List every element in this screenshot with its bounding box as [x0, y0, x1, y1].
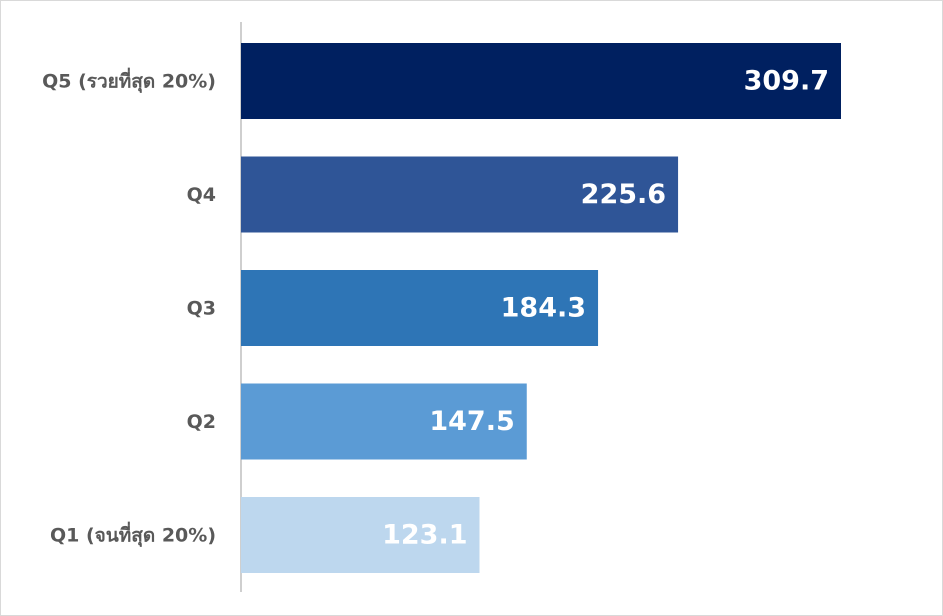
value-label: 147.5: [429, 406, 514, 437]
category-label: Q2: [187, 411, 216, 433]
bar: [241, 497, 480, 573]
value-label: 225.6: [581, 179, 666, 210]
category-label: Q3: [187, 298, 216, 320]
category-label: Q1 (จนที่สุด 20%): [50, 522, 216, 548]
value-label: 123.1: [382, 520, 467, 551]
bar: [241, 270, 599, 346]
value-label: 309.7: [744, 66, 829, 97]
category-label: Q5 (รวยที่สุด 20%): [42, 68, 216, 94]
bar: [241, 383, 527, 460]
bar: [241, 156, 679, 233]
value-label: 184.3: [501, 293, 586, 324]
category-label: Q4: [187, 184, 216, 206]
bar: [241, 43, 841, 119]
